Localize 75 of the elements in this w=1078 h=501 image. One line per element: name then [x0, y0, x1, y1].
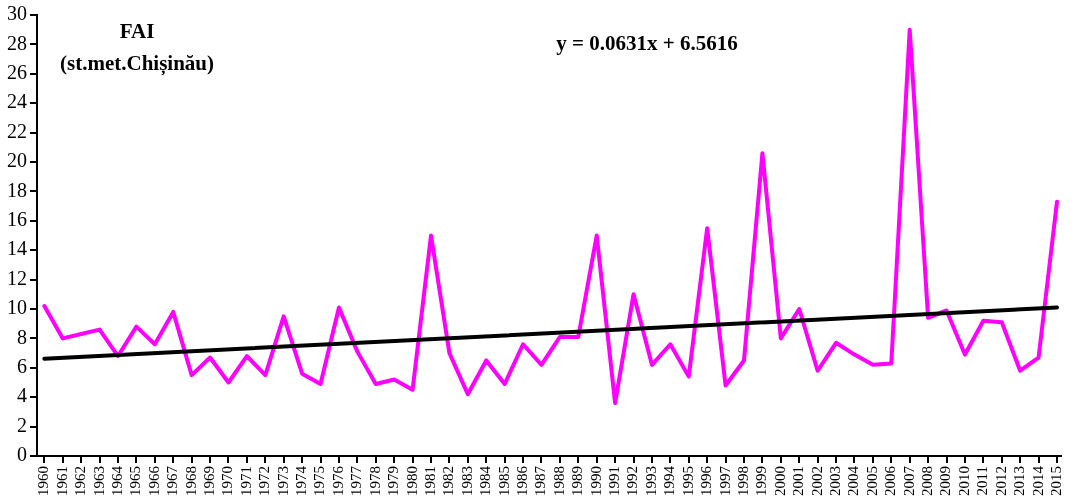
- y-tick-label: 20: [7, 149, 27, 172]
- y-tick-label: 24: [7, 90, 27, 113]
- x-tick-label: 1979: [385, 466, 402, 496]
- x-tick-label: 1980: [403, 466, 420, 496]
- x-tick-label: 1988: [550, 466, 567, 496]
- x-tick-label: 2012: [992, 466, 1009, 496]
- x-tick-label: 2002: [808, 466, 825, 496]
- x-tick-label: 1998: [734, 466, 751, 496]
- x-tick-label: 1965: [127, 466, 144, 496]
- x-tick-label: 1996: [698, 465, 715, 496]
- x-tick-label: 2013: [1011, 466, 1028, 496]
- x-tick-label: 1997: [716, 465, 733, 496]
- x-tick-label: 1984: [477, 465, 494, 496]
- y-tick-label: 14: [7, 237, 27, 260]
- x-tick-label: 1999: [753, 466, 770, 496]
- x-tick-label: 1995: [679, 466, 696, 496]
- x-tick-label: 2015: [1047, 466, 1064, 496]
- x-tick-label: 1963: [90, 466, 107, 496]
- x-tick-label: 2011: [974, 466, 991, 496]
- y-tick-label: 10: [7, 296, 27, 319]
- y-tick-label: 18: [7, 178, 27, 201]
- x-tick-label: 2009: [937, 466, 954, 496]
- x-tick-label: 1989: [569, 466, 586, 496]
- x-tick-label: 1978: [366, 466, 383, 496]
- x-tick-label: 1987: [532, 465, 549, 496]
- x-tick-label: 2004: [845, 465, 862, 496]
- x-tick-label: 1992: [624, 466, 641, 496]
- x-tick-label: 1967: [164, 465, 181, 496]
- x-tick-label: 1976: [329, 465, 346, 496]
- x-tick-label: 2000: [771, 466, 788, 496]
- x-tick-label: 1993: [642, 466, 659, 496]
- x-tick-label: 1985: [495, 466, 512, 496]
- x-tick-label: 2006: [882, 465, 899, 496]
- x-tick-label: 1994: [661, 465, 678, 496]
- x-tick-label: 2008: [919, 466, 936, 496]
- x-tick-label: 1966: [145, 465, 162, 496]
- y-tick-label: 0: [17, 443, 27, 466]
- x-tick-label: 1974: [293, 465, 310, 496]
- x-tick-label: 1961: [53, 466, 70, 496]
- annotation: y = 0.0631x + 6.5616: [556, 31, 738, 56]
- x-tick-label: 2001: [790, 466, 807, 496]
- y-tick-label: 8: [17, 325, 27, 348]
- x-tick-label: 1982: [440, 466, 457, 496]
- x-tick-label: 1964: [108, 465, 125, 496]
- y-tick-label: 2: [17, 413, 27, 436]
- x-tick-label: 1968: [182, 466, 199, 496]
- y-tick-label: 4: [17, 384, 27, 407]
- x-tick-label: 1972: [256, 466, 273, 496]
- x-tick-label: 1991: [606, 466, 623, 496]
- x-tick-label: 1981: [421, 466, 438, 496]
- x-tick-label: 2003: [826, 466, 843, 496]
- x-tick-label: 1990: [587, 466, 604, 496]
- y-tick-label: 12: [7, 266, 27, 289]
- x-tick-label: 2010: [955, 466, 972, 496]
- x-tick-label: 1975: [311, 466, 328, 496]
- annotation: (st.met.Chișinău): [59, 51, 215, 77]
- y-tick-label: 16: [7, 208, 27, 231]
- x-tick-label: 1977: [348, 465, 365, 496]
- y-tick-label: 30: [7, 2, 27, 25]
- x-tick-label: 1970: [219, 466, 236, 496]
- annotation: FAI: [119, 19, 155, 44]
- x-tick-label: 1969: [201, 466, 217, 496]
- y-tick-label: 28: [7, 31, 27, 54]
- x-tick-label: 1960: [35, 466, 52, 496]
- x-tick-label: 1971: [237, 466, 254, 496]
- x-tick-label: 2007: [900, 465, 917, 496]
- x-tick-label: 2014: [1029, 465, 1046, 496]
- x-tick-label: 1986: [514, 465, 530, 496]
- y-tick-label: 6: [17, 355, 27, 378]
- x-tick-label: 1973: [274, 466, 291, 496]
- y-tick-label: 22: [7, 119, 27, 142]
- x-tick-label: 1962: [72, 466, 89, 496]
- y-tick-label: 26: [7, 61, 27, 84]
- x-tick-label: 1983: [458, 466, 475, 496]
- x-tick-label: 2005: [863, 466, 880, 496]
